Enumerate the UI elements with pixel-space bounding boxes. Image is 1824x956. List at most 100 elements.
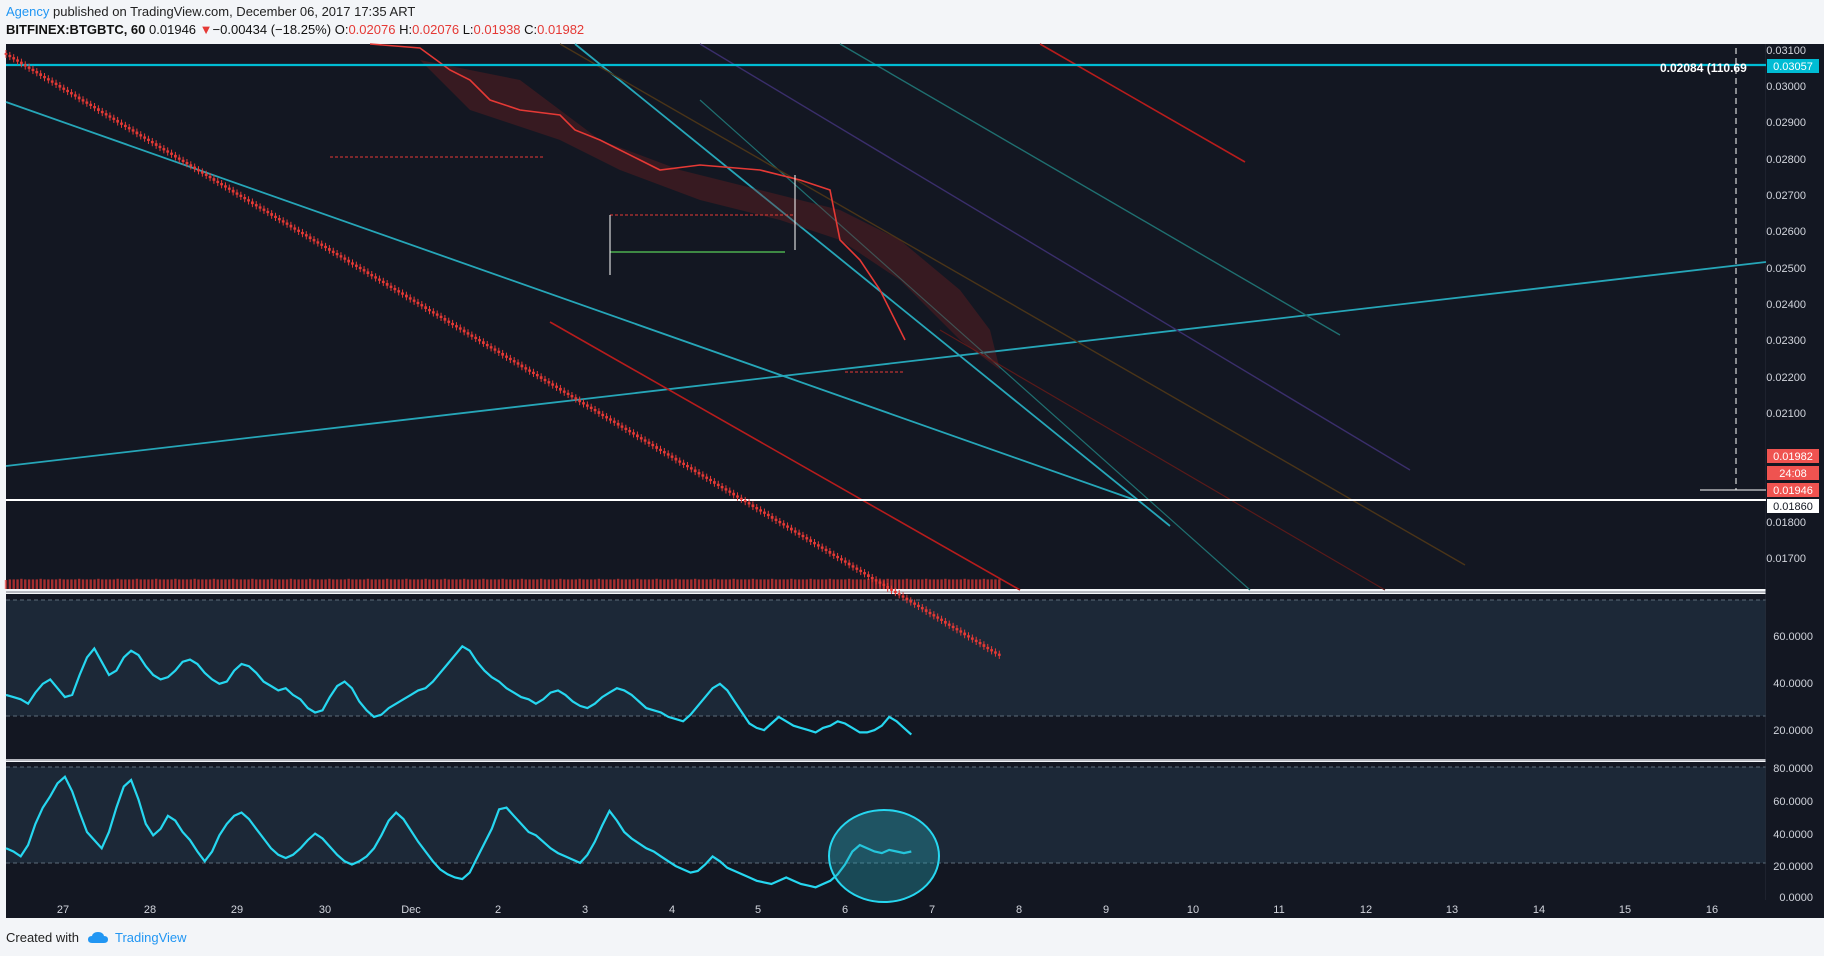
candle-body (254, 204, 258, 207)
candle-body (474, 336, 478, 340)
candle-body (81, 99, 85, 102)
candle-body (651, 443, 655, 447)
candle-body (381, 280, 385, 284)
trendline (5, 261, 1767, 467)
y-tick-label: 0.02200 (1766, 372, 1806, 384)
ohlc-open-value: 0.02076 (348, 22, 396, 37)
volume-bar (101, 579, 104, 589)
volume-bar (836, 579, 839, 589)
candle-body (39, 73, 43, 76)
volume-bar (282, 579, 285, 589)
volume-bar (932, 579, 936, 589)
volume-bar (8, 579, 12, 589)
volume-bar (578, 578, 581, 589)
volume-bar (77, 578, 81, 589)
volume-bar (794, 579, 797, 589)
candle-body (612, 420, 616, 423)
y-tick-label: 0.02300 (1766, 335, 1806, 347)
trendline (549, 321, 1021, 591)
volume-bar (744, 579, 747, 589)
price-change: −0.00434 (−18.25%) (212, 22, 332, 37)
volume-bar (124, 579, 127, 589)
volume-bar (590, 579, 593, 589)
symbol-name[interactable]: BITFINEX:BTGBTC, 60 (6, 22, 146, 37)
candle-body (143, 136, 146, 139)
volume-bar (898, 579, 901, 589)
candle-body (793, 530, 797, 533)
candle-body (897, 593, 901, 596)
candle-body (913, 602, 916, 605)
volume-bar (894, 579, 897, 589)
candle-body (555, 385, 558, 388)
candle-body (920, 607, 924, 610)
candle-body (974, 639, 978, 642)
volume-bar (705, 579, 708, 589)
tradingview-link[interactable]: TradingView (114, 930, 187, 945)
candle-body (408, 297, 412, 300)
volume-bar (224, 579, 227, 589)
candle-body (108, 115, 112, 118)
candle-body (451, 322, 454, 326)
volume-bar (574, 579, 577, 589)
candle-body (547, 381, 551, 384)
candle-body (493, 348, 497, 351)
trendline (699, 43, 1411, 471)
candle-body (859, 569, 863, 573)
volume-bar (12, 579, 15, 589)
candle-body (805, 537, 809, 540)
y-tick-label: 40.0000 (1773, 678, 1813, 690)
volume-bar (308, 578, 312, 589)
candle-body (354, 264, 358, 267)
volume-bar (520, 578, 524, 589)
ohlc-high-label: H: (399, 22, 413, 37)
x-tick-label: 7 (929, 904, 935, 916)
x-tick-label: 28 (144, 904, 156, 916)
ichimoku-cloud (420, 60, 1000, 370)
volume-bar (998, 579, 1001, 589)
candle-body (439, 315, 443, 319)
volume-bar (231, 578, 235, 589)
volume-bar (597, 578, 601, 589)
candle-body (816, 544, 820, 547)
volume-bar (724, 579, 728, 589)
y-tick-label: 0.02500 (1766, 263, 1806, 275)
volume-bar (790, 578, 793, 589)
candle-body (990, 649, 993, 652)
volume-bar (459, 579, 462, 589)
candle-body (901, 595, 905, 598)
volume-bar (978, 579, 982, 589)
author-link[interactable]: Agency (6, 4, 50, 19)
candle-body (320, 243, 324, 246)
candle-body (605, 416, 608, 419)
candle-body (212, 178, 216, 181)
volume-bar (451, 579, 454, 589)
candle-body (247, 199, 250, 202)
candle-body (16, 59, 19, 62)
volume-bar (647, 579, 651, 589)
candle-body (50, 80, 54, 83)
volume-bar (624, 579, 628, 589)
volume-bar (401, 579, 404, 589)
candle-body (123, 124, 127, 128)
candle-body (312, 239, 316, 242)
volume-bar (255, 579, 258, 589)
volume-bar (886, 578, 889, 589)
candle-body (46, 78, 50, 81)
candle-body (239, 194, 243, 197)
volume-bar (439, 579, 443, 589)
candle-body (4, 53, 8, 55)
volume-bar (85, 579, 89, 589)
volume-bar (262, 579, 266, 589)
trendline (559, 43, 1466, 566)
volume-bar (74, 579, 77, 589)
volume-bar (663, 579, 666, 589)
volume-bar (297, 579, 300, 589)
candle-body (978, 641, 982, 645)
volume-bar (370, 579, 373, 589)
volume-bar (43, 579, 46, 589)
candle-body (270, 213, 274, 216)
volume-bar (112, 579, 115, 589)
volume-bar (582, 579, 585, 589)
volume-bar (693, 578, 697, 589)
